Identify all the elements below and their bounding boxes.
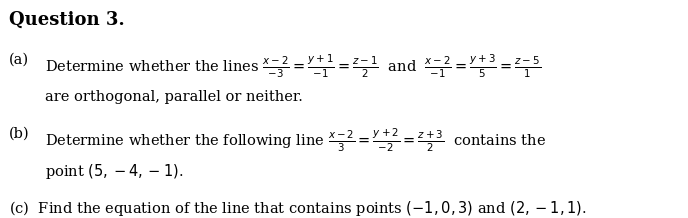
Text: Determine whether the lines $\frac{x-2}{-3} = \frac{y+1}{-1} = \frac{z-1}{2}$  a: Determine whether the lines $\frac{x-2}{… — [45, 53, 541, 80]
Text: (a): (a) — [9, 53, 29, 67]
Text: are orthogonal, parallel or neither.: are orthogonal, parallel or neither. — [45, 90, 303, 104]
Text: point $(5, -4, -1)$.: point $(5, -4, -1)$. — [45, 162, 183, 181]
Text: (c)  Find the equation of the line that contains points $(-1, 0, 3)$ and $(2, -1: (c) Find the equation of the line that c… — [9, 199, 587, 218]
Text: Determine whether the following line $\frac{x-2}{3} = \frac{y+2}{-2} = \frac{z+3: Determine whether the following line $\f… — [45, 127, 546, 154]
Text: Question 3.: Question 3. — [9, 11, 125, 29]
Text: (b): (b) — [9, 127, 30, 141]
